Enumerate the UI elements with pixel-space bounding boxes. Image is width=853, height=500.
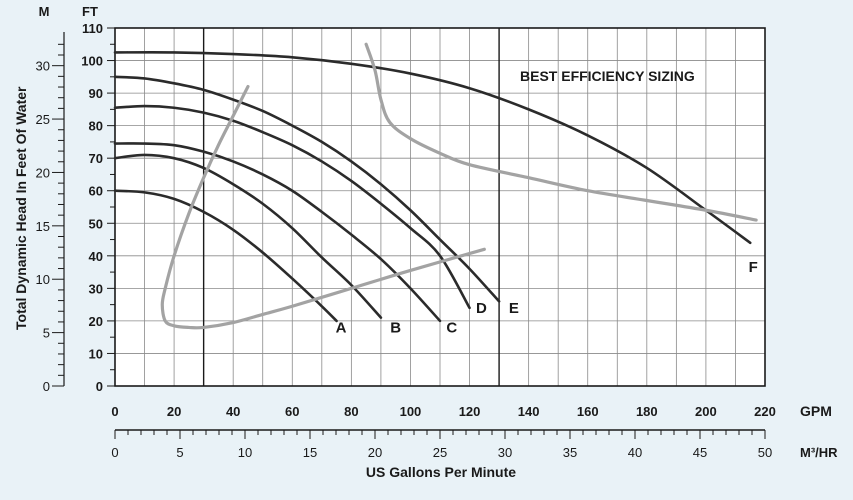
secondary-y-tick-label: 5 — [43, 326, 50, 341]
y-tick-label: 0 — [96, 379, 103, 394]
x-tick-label: 100 — [400, 404, 422, 419]
y-tick-label: 60 — [89, 184, 103, 199]
x-tick-label: 160 — [577, 404, 599, 419]
best-efficiency-annotation: BEST EFFICIENCY SIZING — [520, 68, 695, 84]
y-axis-title: Total Dynamic Head In Feet Of Water — [13, 86, 29, 330]
efficiency-curve-7 — [364, 42, 758, 222]
grid — [114, 27, 766, 387]
curve-label-a: A — [336, 319, 347, 336]
curve-label-b: B — [390, 319, 401, 336]
secondary-y-tick-label: 15 — [36, 219, 50, 234]
secondary-y-tick-label: 0 — [43, 379, 50, 394]
x-axis-title: US Gallons Per Minute — [366, 464, 516, 480]
x-tick-label: 140 — [518, 404, 540, 419]
x-tick-label: 60 — [285, 404, 299, 419]
series — [113, 42, 758, 330]
x-tick-label: 200 — [695, 404, 717, 419]
x-tick-label: 0 — [111, 404, 118, 419]
axes: 0 20 40 60 80 100 120 140 160 180 200 2200102030405… — [36, 21, 776, 460]
secondary-y-unit-label: M — [39, 4, 50, 19]
y-tick-label: 10 — [89, 346, 103, 361]
y-unit-label: FT — [82, 4, 98, 19]
y-tick-label: 110 — [82, 21, 103, 36]
y-tick-label: 20 — [89, 314, 103, 329]
x-tick-label: 80 — [344, 404, 358, 419]
secondary-y-tick-label: 20 — [36, 165, 50, 180]
x-tick-label: 220 — [754, 404, 776, 419]
secondary-x-tick-label: 10 — [238, 445, 252, 460]
secondary-x-tick-label: 35 — [563, 445, 577, 460]
curve-label-e: E — [509, 300, 519, 317]
curve-c — [113, 142, 442, 323]
y-tick-label: 40 — [89, 249, 103, 264]
secondary-x-tick-label: 30 — [498, 445, 512, 460]
y-tick-label: 100 — [81, 54, 103, 69]
curve-d — [113, 104, 471, 310]
secondary-x-tick-label: 5 — [176, 445, 183, 460]
curve-label-d: D — [476, 300, 487, 317]
curve-e — [113, 75, 501, 303]
x-tick-label: 120 — [459, 404, 481, 419]
curve-b — [113, 153, 383, 319]
x-tick-label: 180 — [636, 404, 658, 419]
secondary-x-tick-label: 50 — [758, 445, 772, 460]
secondary-x-unit-label: M³/HR — [800, 445, 838, 460]
x-tick-label: 40 — [226, 404, 240, 419]
secondary-y-tick-label: 30 — [36, 59, 50, 74]
curve-f — [113, 50, 752, 245]
secondary-x-tick-label: 20 — [368, 445, 382, 460]
x-tick-label: 20 — [167, 404, 181, 419]
x-unit-label: GPM — [800, 403, 832, 419]
secondary-x-tick-label: 40 — [628, 445, 642, 460]
secondary-y-tick-label: 25 — [36, 112, 50, 127]
labels: A B C D E F — [336, 259, 758, 336]
secondary-x-tick-label: 25 — [433, 445, 447, 460]
y-tick-label: 80 — [89, 119, 103, 134]
efficiency-curve-6 — [160, 84, 486, 330]
y-tick-label: 70 — [89, 151, 103, 166]
secondary-x-tick-label: 45 — [693, 445, 707, 460]
secondary-x-tick-label: 15 — [303, 445, 317, 460]
y-tick-label: 90 — [89, 86, 103, 101]
secondary-y-tick-label: 10 — [36, 272, 50, 287]
curve-label-c: C — [446, 319, 457, 336]
secondary-x-tick-label: 0 — [111, 445, 118, 460]
curve-label-f: F — [749, 259, 758, 276]
y-tick-label: 50 — [89, 216, 103, 231]
y-tick-label: 30 — [89, 281, 103, 296]
